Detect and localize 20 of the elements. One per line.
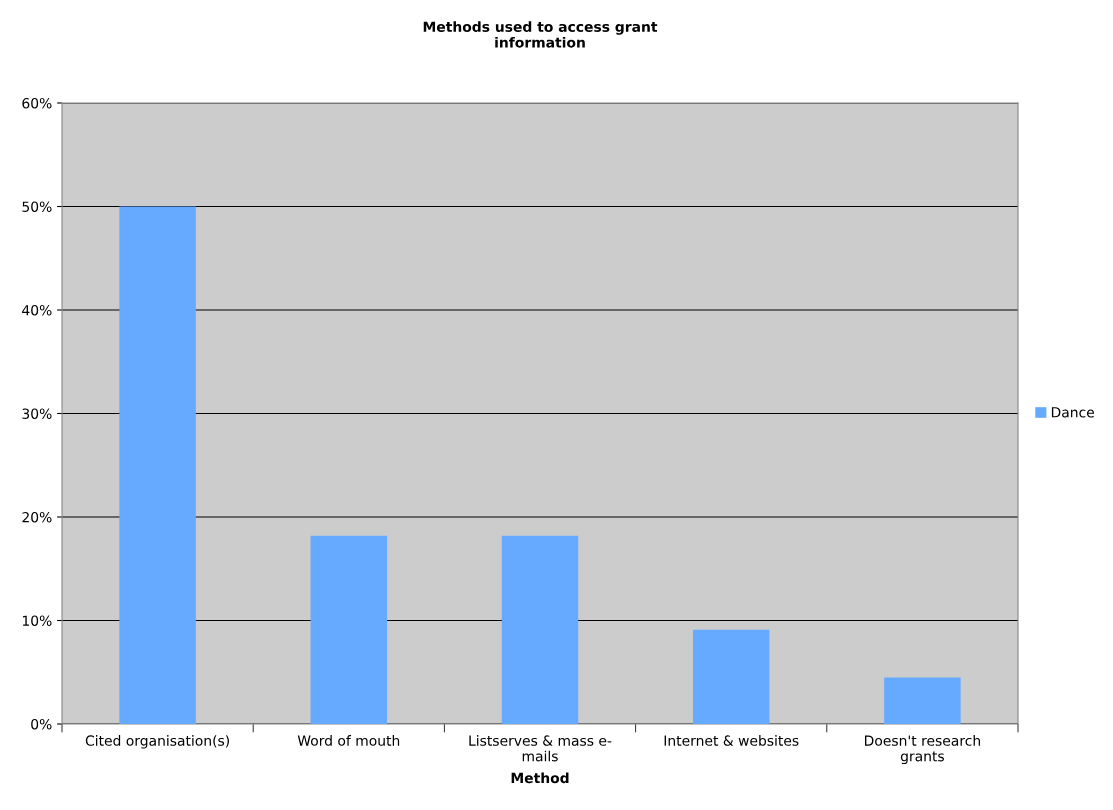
- x-axis-title: Method: [511, 772, 569, 784]
- y-tick-label: 30%: [22, 408, 52, 419]
- x-tick-label: Listserves & mass e- mails: [469, 735, 612, 762]
- y-tick-label: 50%: [22, 201, 52, 212]
- y-tick-label: 40%: [22, 304, 52, 316]
- bar: [692, 629, 770, 724]
- chart-title: Methods used to access grant information: [423, 21, 658, 48]
- bar: [119, 206, 196, 724]
- y-tick-label: 10%: [22, 615, 52, 626]
- x-tick-label: Word of mouth: [297, 735, 400, 746]
- x-tick-label: Cited organisation(s): [85, 735, 229, 749]
- legend-label: Dance: [1051, 407, 1095, 418]
- y-tick-label: 0%: [31, 718, 52, 730]
- x-tick-label: Doesn't research grants: [865, 735, 980, 765]
- bar: [501, 535, 579, 724]
- y-tick-label: 20%: [22, 511, 52, 523]
- x-tick-label: Internet & websites: [664, 735, 799, 746]
- bar: [310, 535, 388, 724]
- bar: [884, 677, 961, 724]
- y-tick-label: 60%: [22, 97, 52, 109]
